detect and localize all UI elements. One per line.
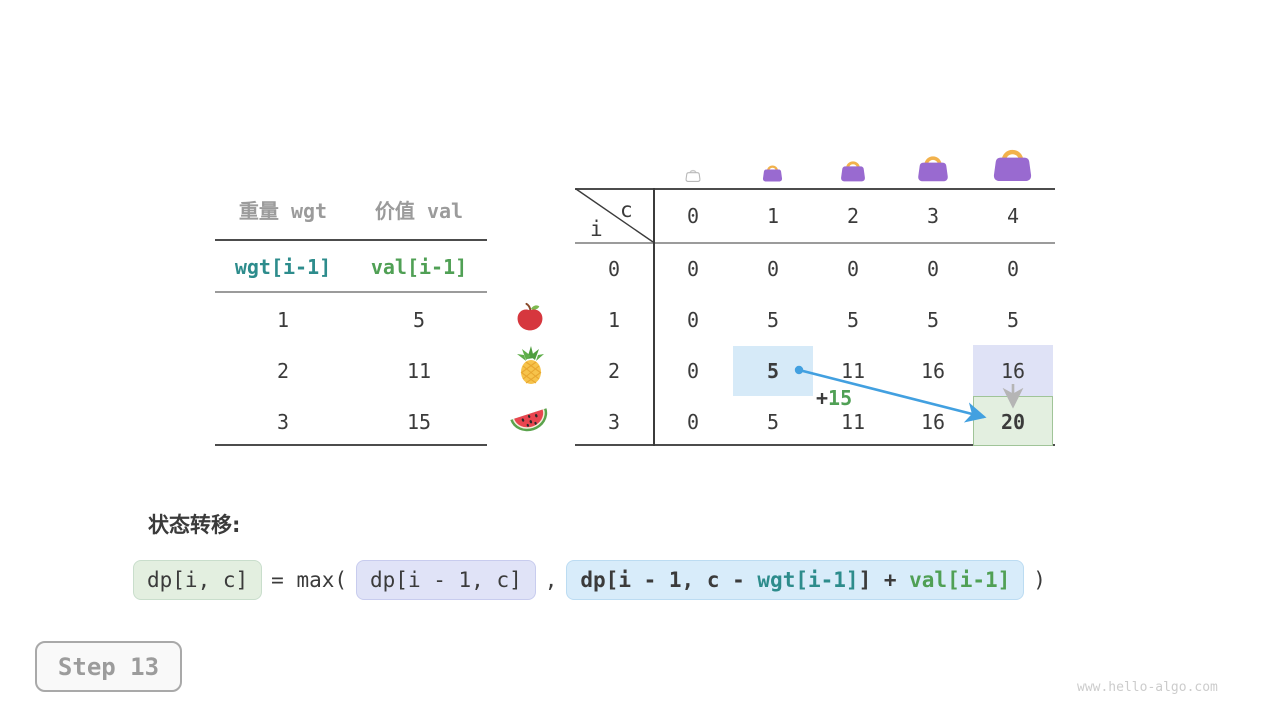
item-table-row-3: 3 15 xyxy=(215,409,487,435)
dp-cell-3-4: 20 xyxy=(1000,409,1026,434)
dp-corner-col-var: c xyxy=(620,198,633,222)
bag-icon-capacity-4 xyxy=(990,143,1035,182)
dp-cell-2-3: 16 xyxy=(920,358,946,383)
formula-arg2-wgt: wgt[i-1] xyxy=(757,568,859,592)
dp-cell-0-0: 0 xyxy=(686,256,700,281)
item-value: 11 xyxy=(406,359,432,383)
dp-row-header-1: 1 xyxy=(607,307,621,332)
dp-cell-3-0: 0 xyxy=(686,409,700,434)
formula-comma: , xyxy=(544,568,558,592)
dp-col-header-4: 4 xyxy=(1006,204,1020,228)
dp-cell-3-3: 16 xyxy=(920,409,946,434)
dp-grid: 0 0 0 0 0 0 5 5 5 5 0 5 11 16 16 0 5 11 … xyxy=(653,243,1053,447)
bag-icon-capacity-1 xyxy=(761,162,784,182)
transition-label: 状态转移: xyxy=(148,513,241,537)
item-table-val-formula: val[i-1] xyxy=(370,255,468,279)
annotation-plus-value: +15 xyxy=(816,388,852,408)
item-table-row-1: 1 5 xyxy=(215,307,487,333)
dp-cell-0-1: 0 xyxy=(766,256,780,281)
formula-close-paren: ) xyxy=(1033,568,1046,592)
bag-icon-capacity-0 xyxy=(685,167,701,182)
item-table-wgt-formula: wgt[i-1] xyxy=(234,255,332,279)
annotation-plus-sign: + xyxy=(816,386,829,410)
item-table-header-value: 价值 val xyxy=(374,199,464,223)
item-weight: 1 xyxy=(276,308,290,332)
item-table-row-2: 2 11 xyxy=(215,358,487,384)
dp-cell-1-3: 5 xyxy=(926,307,940,332)
item-table-header: 重量 wgt 价值 val xyxy=(215,198,487,224)
dp-col-header-2: 2 xyxy=(846,204,860,228)
step-badge-label: Step 13 xyxy=(57,652,160,681)
dp-corner-row-var: i xyxy=(590,217,603,241)
item-table-rule-bottom xyxy=(215,444,487,446)
item-weight: 2 xyxy=(276,359,290,383)
dp-table-rule-header xyxy=(575,242,1055,244)
dp-col-header-0: 0 xyxy=(686,204,700,228)
item-value: 5 xyxy=(412,308,426,332)
dp-col-header-1: 1 xyxy=(766,204,780,228)
item-table-formula-row: wgt[i-1] val[i-1] xyxy=(215,254,487,280)
pineapple-icon xyxy=(513,345,550,385)
item-weight: 3 xyxy=(276,410,290,434)
watermark: www.hello-algo.com xyxy=(1077,680,1218,695)
annotation-value: 15 xyxy=(828,386,853,410)
dp-cell-1-4: 5 xyxy=(1006,307,1020,332)
apple-icon xyxy=(514,301,546,333)
dp-row-header-3: 3 xyxy=(607,409,621,434)
dp-row-header-0: 0 xyxy=(607,256,621,281)
item-table-rule-mid xyxy=(215,291,487,293)
item-table-rule-top xyxy=(215,239,487,241)
item-table-header-weight: 重量 wgt xyxy=(238,199,328,223)
dp-cell-1-2: 5 xyxy=(846,307,860,332)
dp-cell-1-0: 0 xyxy=(686,307,700,332)
formula-arg2-prefix: dp[i - 1, c - xyxy=(580,568,758,592)
dp-cell-0-2: 0 xyxy=(846,256,860,281)
dp-col-headers: 0 1 2 3 4 xyxy=(653,192,1053,240)
dp-cell-2-4: 16 xyxy=(1000,358,1026,383)
dp-cell-2-1: 5 xyxy=(766,358,780,383)
dp-table-rule-bottom xyxy=(575,444,1055,446)
step-badge: Step 13 xyxy=(35,641,182,692)
dp-table-rule-top xyxy=(575,188,1055,190)
bag-icon-capacity-2 xyxy=(839,157,867,182)
dp-table-vline xyxy=(653,188,655,446)
watermelon-icon xyxy=(507,398,551,438)
formula-arg2: dp[i - 1, c - wgt[i-1]] + val[i-1] xyxy=(566,560,1025,600)
dp-cell-1-1: 5 xyxy=(766,307,780,332)
formula-lhs: dp[i, c] xyxy=(133,560,263,600)
formula-equals-max: = max( xyxy=(271,568,348,592)
transition-formula: dp[i, c] = max( dp[i - 1, c] , dp[i - 1,… xyxy=(133,560,1046,600)
dp-row-header-2: 2 xyxy=(607,358,621,383)
item-value: 15 xyxy=(406,410,432,434)
dp-cell-3-1: 5 xyxy=(766,409,780,434)
dp-row-headers: 0 1 2 3 xyxy=(575,243,653,447)
formula-arg1: dp[i - 1, c] xyxy=(356,560,536,600)
dp-cell-2-0: 0 xyxy=(686,358,700,383)
bag-icon-capacity-3 xyxy=(915,151,951,182)
dp-cell-0-4: 0 xyxy=(1006,256,1020,281)
dp-col-header-3: 3 xyxy=(926,204,940,228)
dp-cell-0-3: 0 xyxy=(926,256,940,281)
formula-arg2-mid: ] + xyxy=(858,568,910,592)
formula-arg2-val: val[i-1] xyxy=(909,568,1011,592)
